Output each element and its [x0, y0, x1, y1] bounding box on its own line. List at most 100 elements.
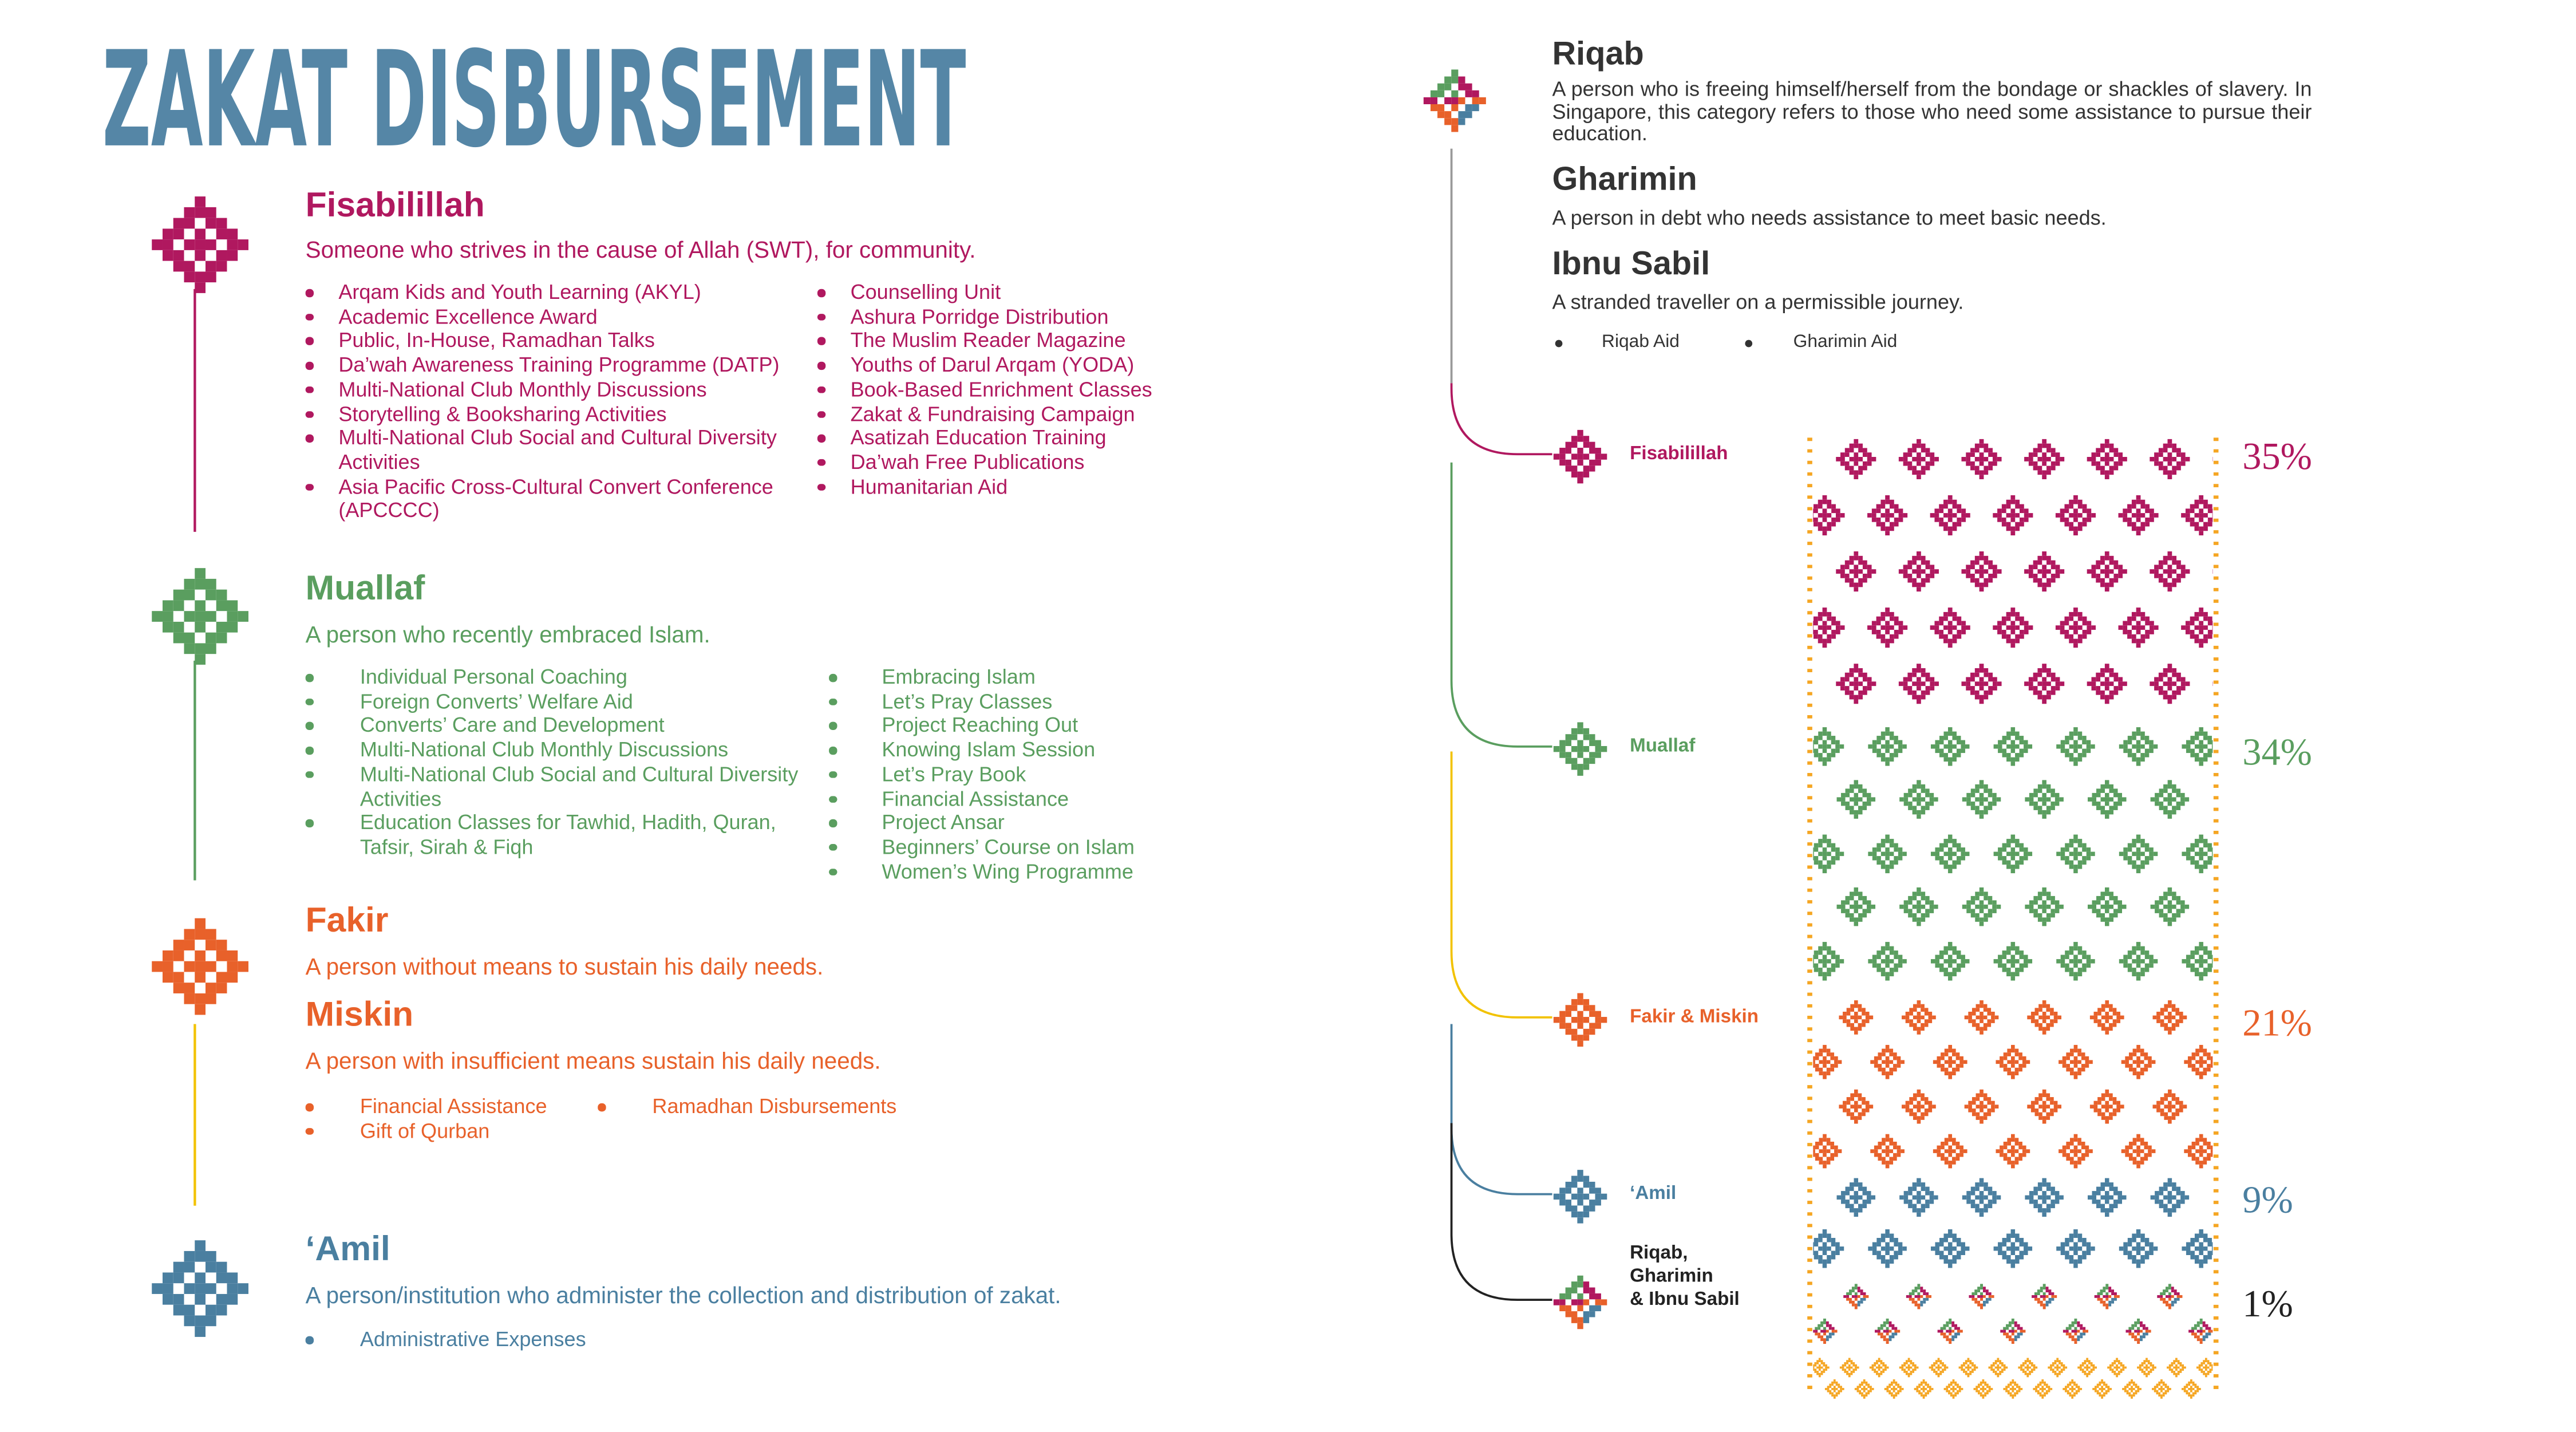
pixel — [1559, 752, 1566, 758]
pixel — [2191, 1052, 2196, 1056]
pixel — [1850, 1008, 1854, 1012]
pixel — [2207, 740, 2212, 745]
pixel — [1430, 104, 1438, 112]
pixel — [2077, 634, 2083, 639]
pixel — [2020, 1330, 2023, 1333]
pixel — [2190, 621, 2195, 626]
pixel — [2064, 504, 2069, 509]
pixel — [1914, 1287, 1918, 1290]
pixel — [2060, 740, 2065, 745]
pixel — [1913, 1027, 1917, 1031]
pixel — [2064, 634, 2069, 639]
pixel — [1980, 1011, 1984, 1016]
pixel — [2199, 834, 2203, 839]
pixel — [1854, 1108, 1858, 1113]
pixel — [1929, 801, 1934, 806]
pixel — [2003, 1364, 2006, 1367]
pixel — [2082, 963, 2087, 968]
pixel — [1917, 1027, 1921, 1031]
pixel — [2046, 555, 2051, 561]
motif — [2048, 1358, 2068, 1378]
pixel — [2046, 690, 2051, 695]
pixel — [1818, 1246, 1823, 1251]
pixel — [2186, 959, 2191, 964]
pixel — [2180, 900, 2185, 905]
pixel — [2010, 513, 2016, 518]
pixel — [2069, 753, 2074, 758]
pixel — [227, 1283, 238, 1294]
pixel — [1983, 1097, 1988, 1101]
pixel — [2050, 1368, 2052, 1371]
pixel — [2066, 1145, 2070, 1150]
pixel — [1964, 1104, 1969, 1108]
pixel — [2132, 950, 2136, 955]
pixel — [2109, 466, 2114, 471]
pixel — [1980, 1015, 1984, 1020]
pixel — [2073, 531, 2078, 536]
pixel — [1985, 1297, 1989, 1301]
pixel — [1912, 896, 1917, 901]
pixel — [1974, 681, 1980, 687]
pixel — [2187, 1056, 2192, 1060]
pixel — [1814, 748, 1819, 754]
pixel — [2112, 1019, 2117, 1023]
pixel — [1912, 569, 1917, 574]
pixel — [2069, 1161, 2074, 1165]
pixel — [1917, 1093, 1921, 1098]
pixel — [1902, 851, 1907, 857]
pixel — [2247, 905, 2251, 909]
pixel — [2014, 1060, 2019, 1064]
pixel — [2167, 461, 2172, 466]
pixel — [2069, 959, 2074, 964]
pixel — [2017, 1332, 2020, 1336]
pixel — [2230, 814, 2234, 819]
pixel — [1966, 457, 1971, 461]
pixel — [1577, 745, 1583, 752]
pixel — [1988, 686, 1993, 691]
pixel — [2111, 1297, 2115, 1301]
pixel — [1876, 860, 1881, 865]
pixel — [2199, 517, 2204, 522]
pixel — [1880, 1246, 1886, 1251]
pixel — [2015, 731, 2020, 736]
pixel — [1970, 896, 1976, 901]
pixel — [1854, 797, 1859, 802]
pixel — [1961, 959, 1965, 964]
pixel — [2227, 1113, 2231, 1117]
pixel — [1979, 452, 1984, 457]
pixel — [2136, 1229, 2141, 1234]
motif — [1813, 942, 1844, 981]
pixel — [1823, 1161, 1827, 1165]
pixel — [2144, 843, 2150, 848]
pixel — [2105, 1295, 2109, 1298]
pixel — [1862, 677, 1867, 682]
pixel — [2104, 443, 2109, 448]
pixel — [2164, 1027, 2168, 1031]
pixel — [2227, 1008, 2231, 1012]
pixel — [1977, 1300, 1981, 1304]
pixel — [1863, 1292, 1866, 1295]
pixel — [1822, 526, 1827, 531]
pixel — [2203, 851, 2208, 857]
pixel — [2074, 1332, 2077, 1336]
motif — [1898, 551, 1939, 592]
pixel — [1571, 1175, 1578, 1182]
pixel — [2235, 1187, 2239, 1192]
pixel — [2093, 1019, 2098, 1023]
pixel — [2104, 681, 2109, 687]
pixel — [1970, 801, 1976, 806]
pixel — [2190, 968, 2195, 972]
pixel — [2011, 1149, 2015, 1153]
pixel — [1969, 1372, 1972, 1375]
pixel — [2226, 1301, 2229, 1304]
pixel — [1885, 638, 1890, 644]
pixel — [1947, 847, 1953, 852]
pixel — [2136, 1048, 2140, 1053]
pixel — [1843, 1295, 1847, 1298]
pixel — [195, 1315, 206, 1327]
pixel — [1888, 1321, 1892, 1324]
pixel — [227, 250, 238, 261]
pixel — [1937, 1368, 1940, 1371]
pixel — [2163, 695, 2168, 700]
pixel — [2020, 621, 2024, 626]
